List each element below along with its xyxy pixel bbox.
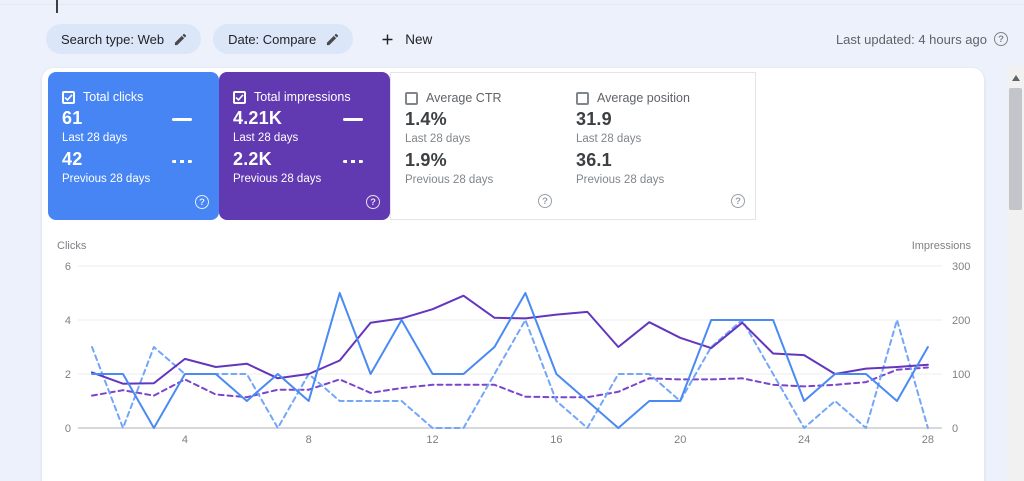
last-updated-status: Last updated: 4 hours ago ? — [836, 32, 1008, 47]
average-ctr-checkbox[interactable] — [405, 91, 418, 105]
previous-value: 1.9% — [405, 150, 447, 170]
svg-text:0: 0 — [952, 423, 958, 435]
current-value: 1.4% — [405, 109, 447, 129]
help-icon[interactable]: ? — [366, 195, 380, 209]
current-value: 61 — [62, 108, 83, 128]
performance-panel: Total clicks 61 Last 28 days 42 Previous… — [42, 68, 984, 481]
top-divider — [0, 4, 1024, 5]
total-clicks-checkbox[interactable] — [62, 90, 75, 104]
svg-text:16: 16 — [550, 434, 562, 446]
metric-card-average-ctr[interactable]: Average CTR 1.4% Last 28 days 1.9% Previ… — [390, 72, 563, 220]
svg-text:24: 24 — [798, 434, 810, 446]
svg-text:2: 2 — [65, 369, 71, 381]
dashed-line-legend-icon — [172, 160, 192, 163]
card-label: Average position — [597, 91, 690, 105]
current-value: 31.9 — [576, 109, 612, 129]
current-period: Last 28 days — [576, 133, 642, 145]
metric-card-average-position[interactable]: Average position 31.9 Last 28 days 36.1 … — [562, 72, 756, 220]
performance-chart[interactable]: 0 2 4 6 0 100 200 300 4 8 12 16 20 24 28 Clicks Impressi… — [55, 238, 975, 460]
current-value: 4.21K — [233, 108, 283, 128]
svg-text:300: 300 — [952, 261, 970, 273]
previous-period: Previous 28 days — [233, 173, 322, 185]
current-period: Last 28 days — [233, 132, 299, 144]
svg-text:12: 12 — [426, 434, 438, 446]
checkmark-icon — [235, 93, 244, 101]
svg-text:4: 4 — [65, 315, 71, 327]
card-label: Total clicks — [83, 90, 144, 104]
new-filter-label: New — [405, 31, 433, 47]
last-updated-text: Last updated: 4 hours ago — [835, 31, 987, 47]
scrollbar-thumb[interactable] — [1009, 88, 1022, 210]
previous-value: 42 — [62, 149, 83, 169]
help-icon[interactable]: ? — [994, 32, 1008, 46]
new-filter-button[interactable]: New — [379, 31, 432, 48]
edit-pencil-icon — [327, 33, 339, 45]
search-type-chip[interactable]: Search type: Web — [46, 24, 202, 54]
svg-text:200: 200 — [952, 315, 970, 327]
svg-text:Impressions: Impressions — [912, 240, 972, 252]
filter-bar: Search type: Web Date: Compare New Last … — [46, 24, 1008, 54]
previous-period: Previous 28 days — [405, 174, 494, 186]
metric-card-total-impressions[interactable]: Total impressions 4.21K Last 28 days 2.2… — [219, 72, 390, 220]
svg-text:4: 4 — [182, 434, 188, 446]
previous-period: Previous 28 days — [62, 173, 151, 185]
dashed-line-legend-icon — [343, 160, 363, 163]
edit-pencil-icon — [174, 33, 187, 45]
vertical-scrollbar[interactable] — [1007, 66, 1024, 481]
previous-value: 36.1 — [576, 150, 612, 170]
svg-text:6: 6 — [65, 261, 71, 273]
date-compare-chip[interactable]: Date: Compare — [213, 24, 354, 54]
metric-card-total-clicks[interactable]: Total clicks 61 Last 28 days 42 Previous… — [48, 72, 219, 220]
svg-text:100: 100 — [952, 369, 970, 381]
date-compare-chip-label: Date: Compare — [228, 31, 317, 47]
svg-text:20: 20 — [674, 434, 686, 446]
previous-value: 2.2K — [233, 149, 272, 169]
plus-icon — [382, 34, 393, 44]
help-icon[interactable]: ? — [731, 194, 745, 208]
previous-period: Previous 28 days — [576, 174, 665, 186]
svg-text:28: 28 — [922, 434, 934, 446]
text-cursor-artifact — [56, 0, 58, 13]
svg-text:Clicks: Clicks — [57, 240, 87, 252]
card-label: Average CTR — [426, 91, 502, 105]
search-type-chip-label: Search type: Web — [61, 31, 165, 47]
current-period: Last 28 days — [62, 132, 128, 144]
solid-line-legend-icon — [172, 118, 192, 121]
solid-line-legend-icon — [343, 118, 363, 121]
total-impressions-checkbox[interactable] — [233, 90, 246, 104]
help-icon[interactable]: ? — [195, 195, 209, 209]
svg-text:8: 8 — [306, 434, 312, 446]
card-label: Total impressions — [254, 90, 351, 104]
current-period: Last 28 days — [405, 133, 471, 145]
checkmark-icon — [64, 93, 73, 101]
help-icon[interactable]: ? — [538, 194, 552, 208]
svg-text:0: 0 — [65, 423, 71, 435]
average-position-checkbox[interactable] — [576, 91, 589, 105]
scroll-up-arrow-icon[interactable] — [1011, 75, 1020, 81]
